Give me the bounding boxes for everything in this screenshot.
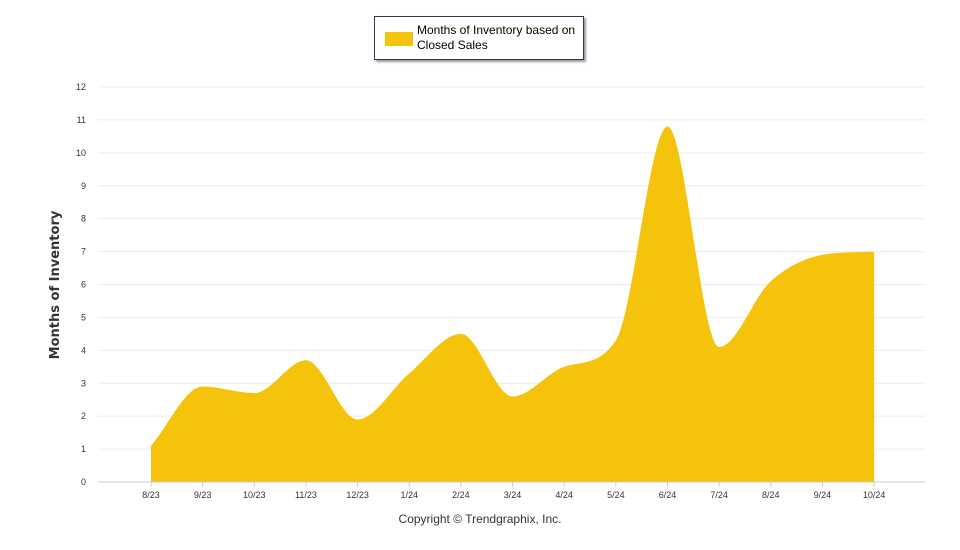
y-tick-label: 0 <box>81 477 86 487</box>
x-tick-label: 6/24 <box>659 490 677 500</box>
x-tick-label: 9/24 <box>814 490 832 500</box>
legend-label: Months of Inventory based on Closed Sale… <box>417 23 576 52</box>
y-tick-label: 3 <box>81 378 86 388</box>
x-tick-label: 11/23 <box>295 490 317 500</box>
y-tick-label: 4 <box>81 345 86 355</box>
y-tick-label: 10 <box>76 148 86 158</box>
legend[interactable]: Months of Inventory based on Closed Sale… <box>374 16 584 60</box>
x-tick-label: 1/24 <box>400 490 418 500</box>
x-tick-label: 2/24 <box>452 490 470 500</box>
y-tick-label: 8 <box>81 214 86 224</box>
x-tick-label: 3/24 <box>504 490 522 500</box>
y-tick-label: 9 <box>81 181 86 191</box>
x-tick-label: 12/23 <box>346 490 369 500</box>
x-tick-label: 10/23 <box>243 490 266 500</box>
x-tick-label: 8/23 <box>142 490 160 500</box>
legend-swatch <box>385 32 413 46</box>
y-tick-label: 7 <box>81 247 86 257</box>
y-tick-label: 2 <box>81 411 86 421</box>
y-tick-label: 11 <box>77 115 86 125</box>
x-tick-label: 8/24 <box>762 490 780 500</box>
x-tick-label: 5/24 <box>607 490 625 500</box>
x-tick-label: 10/24 <box>863 490 886 500</box>
x-axis: 8/23 9/23 10/23 11/23 12/23 1/24 2/24 3/24 4/24 5… <box>98 481 925 500</box>
x-tick-label: 4/24 <box>555 490 573 500</box>
series-area-group <box>151 126 875 483</box>
y-axis-title: Months of Inventory <box>48 210 63 359</box>
y-tick-label: 1 <box>81 444 86 454</box>
series-area[interactable] <box>151 126 875 483</box>
y-tick-label: 12 <box>76 82 86 92</box>
y-tick-label: 5 <box>81 312 86 322</box>
y-tick-label: 6 <box>81 280 86 290</box>
x-tick-label: 9/23 <box>194 490 212 500</box>
x-tick-label: 7/24 <box>710 490 728 500</box>
copyright-text: Copyright © Trendgraphix, Inc. <box>398 512 562 526</box>
